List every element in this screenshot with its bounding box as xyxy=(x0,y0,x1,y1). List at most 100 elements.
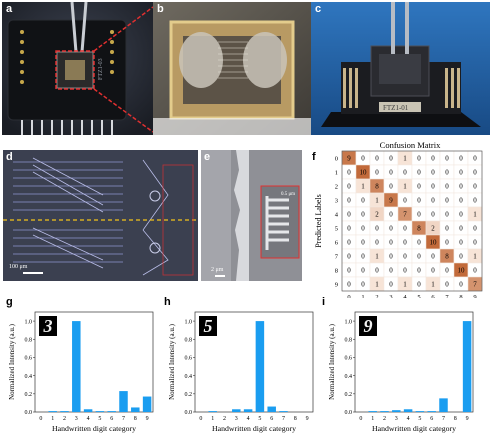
cm-cell-value: 0 xyxy=(459,253,463,261)
y-tick-label: 0.8 xyxy=(345,337,353,343)
micrograph-d: 100 μm xyxy=(3,150,198,281)
cm-cell-value: 0 xyxy=(361,197,365,205)
cm-cell-value: 0 xyxy=(347,253,351,261)
cm-cell-value: 0 xyxy=(389,253,393,261)
x-tick-label: 9 xyxy=(306,416,309,422)
x-tick-label: 3 xyxy=(235,416,238,422)
y-tick-label: 0.8 xyxy=(185,337,193,343)
cm-cell-value: 0 xyxy=(361,281,365,289)
cm-cell-value: 1 xyxy=(403,183,407,191)
cm-x-tick: 0 xyxy=(347,294,350,298)
cm-cell-value: 0 xyxy=(389,155,393,163)
cm-cell-value: 0 xyxy=(459,155,463,163)
y-tick-label: 0.0 xyxy=(185,410,193,416)
cm-cell-value: 0 xyxy=(473,155,477,163)
x-tick-label: 1 xyxy=(51,416,54,422)
cm-cell-value: 0 xyxy=(417,169,421,177)
cm-cell-value: 8 xyxy=(445,253,449,261)
x-tick-label: 1 xyxy=(371,416,374,422)
cm-cell-value: 0 xyxy=(375,169,379,177)
y-tick-label: 0.4 xyxy=(345,374,353,380)
y-tick-label: 0.6 xyxy=(25,356,33,362)
cm-cell-value: 0 xyxy=(459,225,463,233)
scalebar-e: 2 μm xyxy=(211,267,224,273)
x-tick-label: 2 xyxy=(383,416,386,422)
bar xyxy=(368,411,377,412)
cm-y-tick: 2 xyxy=(335,184,338,191)
digit-thumbnail xyxy=(39,316,57,336)
bar xyxy=(48,411,57,412)
cm-x-tick: 5 xyxy=(417,294,420,298)
cm-cell-value: 0 xyxy=(445,267,449,275)
x-tick-label: 4 xyxy=(87,416,90,422)
cm-y-tick: 7 xyxy=(335,254,339,261)
cm-cell-value: 0 xyxy=(403,225,407,233)
bar-chart-i: 0.0 0.2 0.4 0.6 0.8 1.0 0 1 2 3 4 5 6 7 8 9 Handwritten … xyxy=(328,311,474,433)
panel-label-d: d xyxy=(6,151,13,163)
cm-cell-value: 0 xyxy=(347,281,351,289)
panel-label-i: i xyxy=(322,296,326,308)
bar xyxy=(131,407,140,412)
x-tick-label: 8 xyxy=(134,416,137,422)
cm-cell-value: 1 xyxy=(431,281,435,289)
bar xyxy=(243,409,253,412)
panel-label-f: f xyxy=(312,151,316,163)
cm-cell-value: 1 xyxy=(473,253,477,261)
x-tick-label: 7 xyxy=(122,416,125,422)
cm-cell-value: 10 xyxy=(458,267,466,275)
x-tick-label: 5 xyxy=(258,416,261,422)
x-tick-label: 2 xyxy=(223,416,226,422)
cm-cell-value: 0 xyxy=(347,197,351,205)
cm-cell-value: 0 xyxy=(445,281,449,289)
cm-cell-value: 1 xyxy=(375,281,379,289)
cm-cell-value: 0 xyxy=(361,225,365,233)
bar xyxy=(142,396,152,412)
cm-y-tick: 0 xyxy=(335,156,338,163)
cm-y-tick: 5 xyxy=(335,226,338,233)
x-tick-label: 6 xyxy=(270,416,273,422)
bar xyxy=(380,411,389,412)
x-tick-label: 9 xyxy=(146,416,149,422)
cm-y-tick: 9 xyxy=(335,282,338,289)
cm-cell-value: 0 xyxy=(459,197,463,205)
cm-y-tick: 1 xyxy=(335,170,338,177)
x-tick-label: 5 xyxy=(98,416,101,422)
cm-cell-value: 1 xyxy=(403,155,407,163)
x-tick-label: 7 xyxy=(282,416,285,422)
bar xyxy=(119,391,128,412)
digit-glyph: 5 xyxy=(204,316,213,336)
cm-cell-value: 2 xyxy=(431,225,435,233)
cm-cell-value: 0 xyxy=(389,183,393,191)
bar-chart-g: 0.0 0.2 0.4 0.6 0.8 1.0 0 1 2 3 4 5 6 7 8 9 Handwritten … xyxy=(8,311,154,433)
y-tick-label: 1.0 xyxy=(345,319,353,325)
cm-x-tick: 6 xyxy=(431,294,435,298)
y-tick-label: 0.0 xyxy=(345,410,353,416)
y-tick-label: 0.6 xyxy=(345,356,353,362)
cm-cell-value: 0 xyxy=(459,169,463,177)
x-tick-label: 1 xyxy=(211,416,214,422)
cm-cell-value: 1 xyxy=(375,197,379,205)
cm-cell-value: 0 xyxy=(431,211,435,219)
panel-label-a: a xyxy=(6,3,13,15)
cm-cell-value: 0 xyxy=(347,267,351,275)
bar xyxy=(72,321,81,412)
cm-cell-value: 0 xyxy=(473,239,477,247)
cm-cell-value: 2 xyxy=(375,211,379,219)
y-axis-label: Normalized Intensity (a.u.) xyxy=(8,323,16,399)
cm-cell-value: 0 xyxy=(417,281,421,289)
cm-x-tick: 4 xyxy=(403,294,407,298)
cm-cell-value: 0 xyxy=(347,211,351,219)
cm-cell-value: 0 xyxy=(459,281,463,289)
cm-cell-value: 0 xyxy=(445,239,449,247)
photo-a-chip-board: FTZ1-03 xyxy=(2,2,153,135)
micrograph-e: 2 μm 0.5 μm xyxy=(201,150,302,281)
x-axis-label: Handwritten digit category xyxy=(372,424,456,433)
y-tick-label: 0.2 xyxy=(25,392,33,398)
cm-x-tick: 7 xyxy=(445,294,449,298)
cm-x-tick: 8 xyxy=(459,294,462,298)
panel-label-b: b xyxy=(157,3,164,15)
cm-cell-value: 0 xyxy=(417,239,421,247)
y-axis-label: Normalized Intensity (a.u.) xyxy=(328,323,336,399)
cm-cell-value: 0 xyxy=(445,169,449,177)
cm-cell-value: 0 xyxy=(473,267,477,275)
